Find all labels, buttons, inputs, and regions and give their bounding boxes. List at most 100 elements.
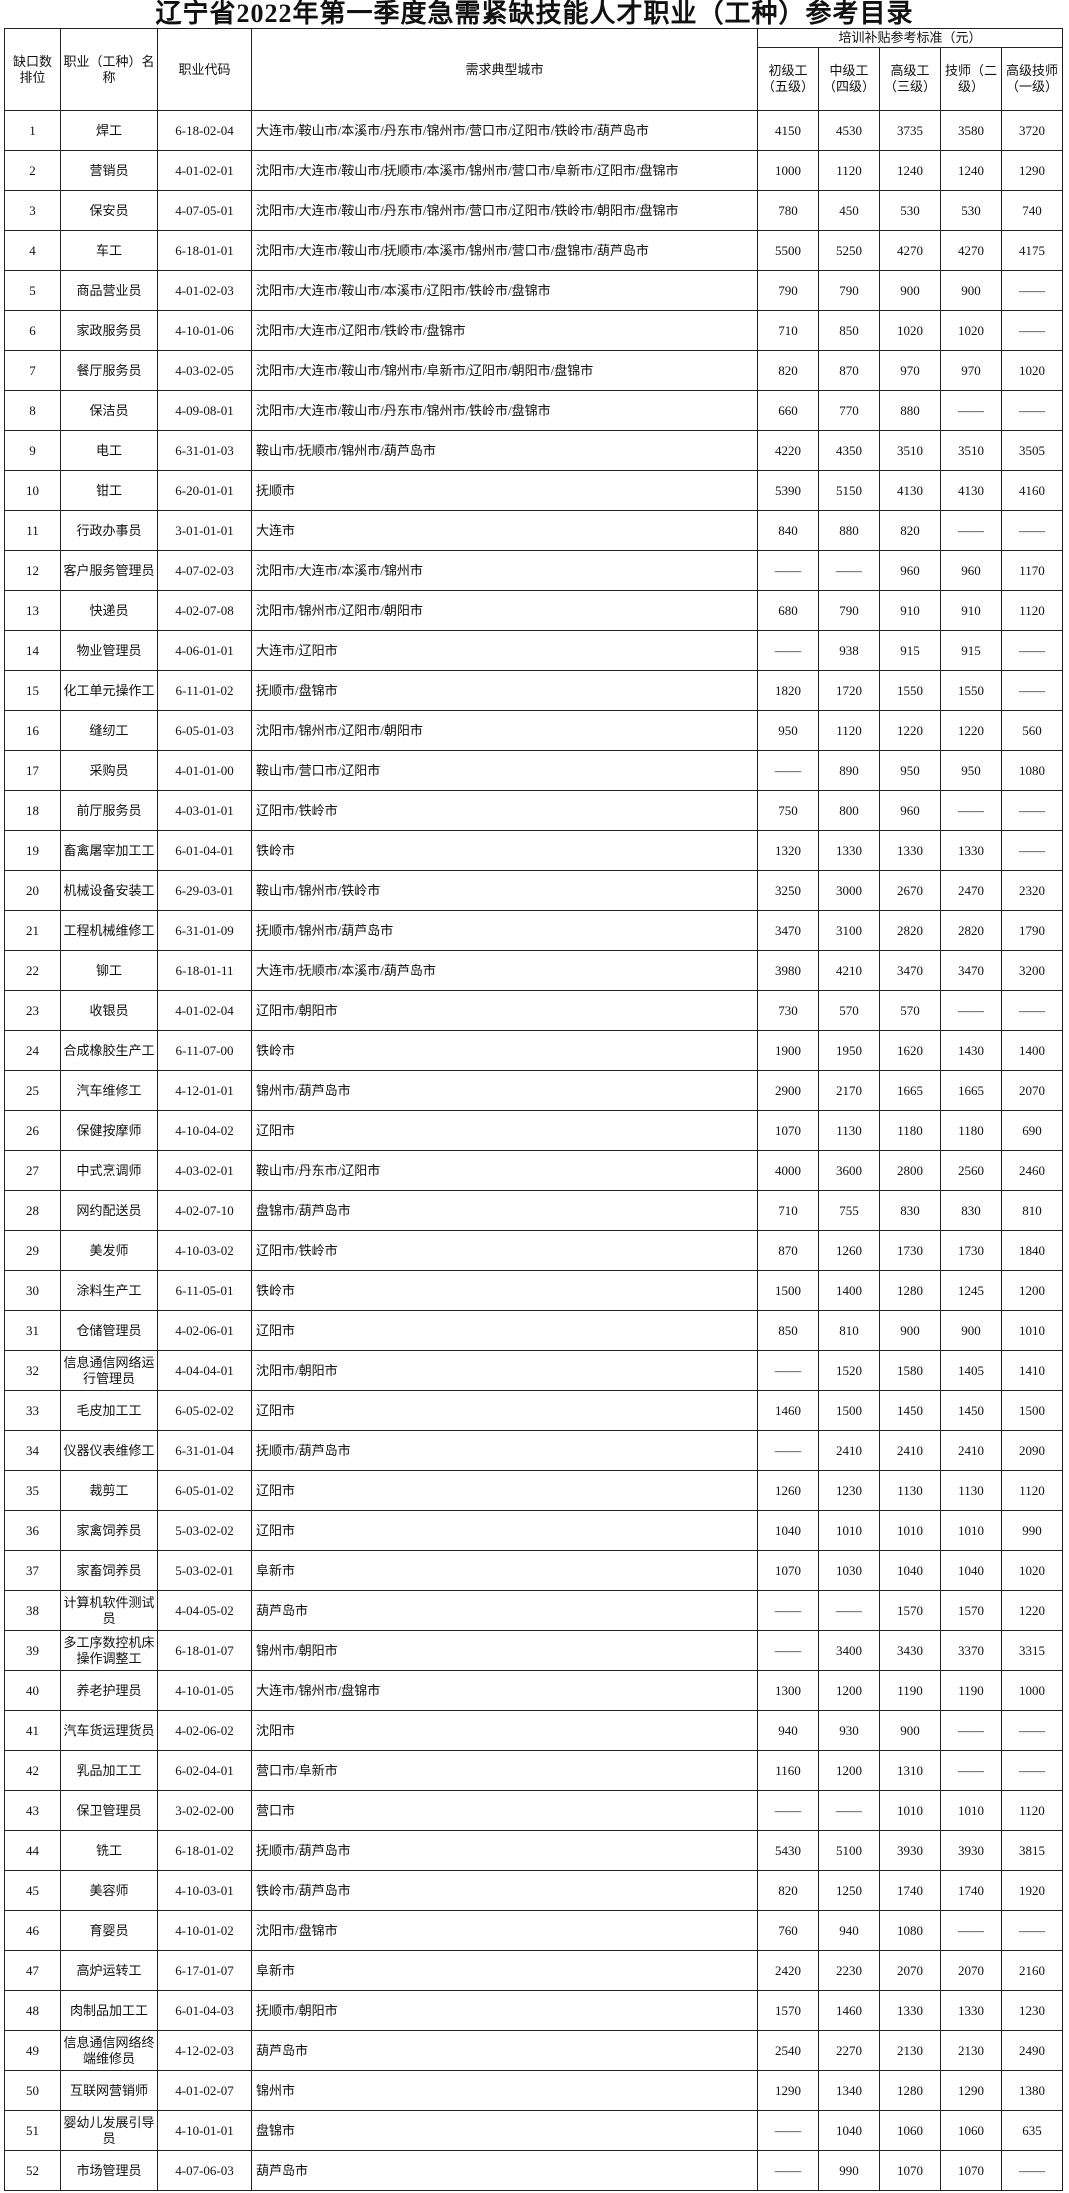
cities-cell: 辽阳市: [251, 1510, 758, 1551]
table-row: 41 汽车货运理货员 4-02-06-02 沈阳市 940 930 900 —— ——: [4, 1710, 1064, 1751]
rank-cell: 32: [4, 1350, 61, 1391]
level1-cell: 1010: [1000, 1310, 1064, 1351]
level5-cell: 680: [757, 590, 819, 631]
cities-cell: 抚顺市/锦州市/葫芦岛市: [251, 910, 758, 951]
level3-cell: 2410: [879, 1430, 941, 1471]
name-cell: 家政服务员: [60, 310, 158, 351]
level2-cell: 3370: [940, 1630, 1002, 1671]
level4-cell: 790: [818, 270, 880, 311]
level5-cell: ——: [757, 550, 819, 591]
level1-cell: 2490: [1000, 2030, 1064, 2071]
level2-cell: 1665: [940, 1070, 1002, 1111]
code-cell: 6-05-01-02: [157, 1470, 252, 1511]
name-cell: 工程机械维修工: [60, 910, 158, 951]
table-row: 50 互联网营销师 4-01-02-07 锦州市 1290 1340 1280 1290 138…: [4, 2070, 1064, 2111]
level2-cell: 1245: [940, 1270, 1002, 1311]
level5-cell: 5500: [757, 230, 819, 271]
level4-cell: 755: [818, 1190, 880, 1231]
code-cell: 4-02-07-10: [157, 1190, 252, 1231]
table-row: 5 商品营业员 4-01-02-03 沈阳市/大连市/鞍山市/本溪市/辽阳市/铁岭市/…: [4, 270, 1064, 311]
level3-cell: 820: [879, 510, 941, 551]
level5-cell: ——: [757, 750, 819, 791]
cities-cell: 阜新市: [251, 1550, 758, 1591]
level2-cell: 1740: [940, 1870, 1002, 1911]
rank-cell: 7: [4, 350, 61, 391]
rank-cell: 52: [4, 2150, 61, 2191]
table-row: 36 家禽饲养员 5-03-02-02 辽阳市 1040 1010 1010 1010 990: [4, 1510, 1064, 1551]
level2-cell: 1020: [940, 310, 1002, 351]
level4-cell: 1120: [818, 710, 880, 751]
level4-cell: 1230: [818, 1470, 880, 1511]
level3-cell: 1330: [879, 830, 941, 871]
rank-cell: 9: [4, 430, 61, 471]
cities-cell: 辽阳市: [251, 1110, 758, 1151]
rank-cell: 48: [4, 1990, 61, 2031]
level3-cell: 1330: [879, 1990, 941, 2031]
level3-cell: 1130: [879, 1470, 941, 1511]
level1-cell: 1120: [1000, 590, 1064, 631]
code-cell: 4-10-03-02: [157, 1230, 252, 1271]
name-cell: 收银员: [60, 990, 158, 1031]
cities-cell: 葫芦岛市: [251, 1590, 758, 1631]
code-cell: 6-29-03-01: [157, 870, 252, 911]
table-row: 40 养老护理员 4-10-01-05 大连市/锦州市/盘锦市 1300 1200 1190…: [4, 1670, 1064, 1711]
table-row: 19 畜禽屠宰加工工 6-01-04-01 铁岭市 1320 1330 1330 1330 ——: [4, 830, 1064, 871]
level3-cell: 2820: [879, 910, 941, 951]
level5-cell: 2540: [757, 2030, 819, 2071]
level1-cell: 690: [1000, 1110, 1064, 1151]
level2-cell: 2470: [940, 870, 1002, 911]
name-cell: 中式烹调师: [60, 1150, 158, 1191]
name-cell: 多工序数控机床操作调整工: [60, 1630, 158, 1671]
level1-cell: ——: [1000, 310, 1064, 351]
level1-cell: 1790: [1000, 910, 1064, 951]
level4-cell: 940: [818, 1910, 880, 1951]
cities-cell: 抚顺市: [251, 470, 758, 511]
level3-cell: 1620: [879, 1030, 941, 1071]
level3-cell: 1280: [879, 2070, 941, 2111]
level5-cell: 1000: [757, 150, 819, 191]
rank-cell: 43: [4, 1790, 61, 1831]
level1-cell: 2460: [1000, 1150, 1064, 1191]
rank-cell: 44: [4, 1830, 61, 1871]
level2-cell: 1330: [940, 1990, 1002, 2031]
level4-cell: 3100: [818, 910, 880, 951]
rank-cell: 4: [4, 230, 61, 271]
cities-cell: 锦州市: [251, 2070, 758, 2111]
cities-cell: 锦州市/葫芦岛市: [251, 1070, 758, 1111]
level5-cell: 850: [757, 1310, 819, 1351]
cities-cell: 大连市/抚顺市/本溪市/葫芦岛市: [251, 950, 758, 991]
rank-cell: 45: [4, 1870, 61, 1911]
name-cell: 仓储管理员: [60, 1310, 158, 1351]
level3-cell: 1010: [879, 1510, 941, 1551]
level3-cell: 4270: [879, 230, 941, 271]
table-row: 2 营销员 4-01-02-01 沈阳市/大连市/鞍山市/抚顺市/本溪市/锦州市/营口…: [4, 150, 1064, 191]
name-cell: 前厅服务员: [60, 790, 158, 831]
level5-cell: 4150: [757, 110, 819, 151]
cities-cell: 大连市: [251, 510, 758, 551]
level2-cell: 1070: [940, 2150, 1002, 2191]
cities-cell: 沈阳市/锦州市/辽阳市/朝阳市: [251, 710, 758, 751]
level2-cell: ——: [940, 990, 1002, 1031]
table-row: 17 采购员 4-01-01-00 鞍山市/营口市/辽阳市 —— 890 950 950 108…: [4, 750, 1064, 791]
level4-cell: 1200: [818, 1670, 880, 1711]
table-row: 52 市场管理员 4-07-06-03 葫芦岛市 —— 990 1070 1070 ——: [4, 2150, 1064, 2191]
code-cell: 6-05-02-02: [157, 1390, 252, 1431]
rank-cell: 21: [4, 910, 61, 951]
level4-cell: 850: [818, 310, 880, 351]
table-row: 7 餐厅服务员 4-03-02-05 沈阳市/大连市/鞍山市/锦州市/阜新市/辽阳市/…: [4, 350, 1064, 391]
level4-cell: 1040: [818, 2110, 880, 2151]
code-cell: 4-10-01-05: [157, 1670, 252, 1711]
level4-cell: 1330: [818, 830, 880, 871]
code-cell: 6-01-04-01: [157, 830, 252, 871]
level4-cell: 870: [818, 350, 880, 391]
header-rank: 缺口数排位: [4, 28, 61, 111]
level4-cell: 1340: [818, 2070, 880, 2111]
level3-cell: 1570: [879, 1590, 941, 1631]
code-cell: 4-07-02-03: [157, 550, 252, 591]
cities-cell: 抚顺市/朝阳市: [251, 1990, 758, 2031]
name-cell: 缝纫工: [60, 710, 158, 751]
level4-cell: 4350: [818, 430, 880, 471]
name-cell: 化工单元操作工: [60, 670, 158, 711]
level4-cell: 880: [818, 510, 880, 551]
rank-cell: 36: [4, 1510, 61, 1551]
